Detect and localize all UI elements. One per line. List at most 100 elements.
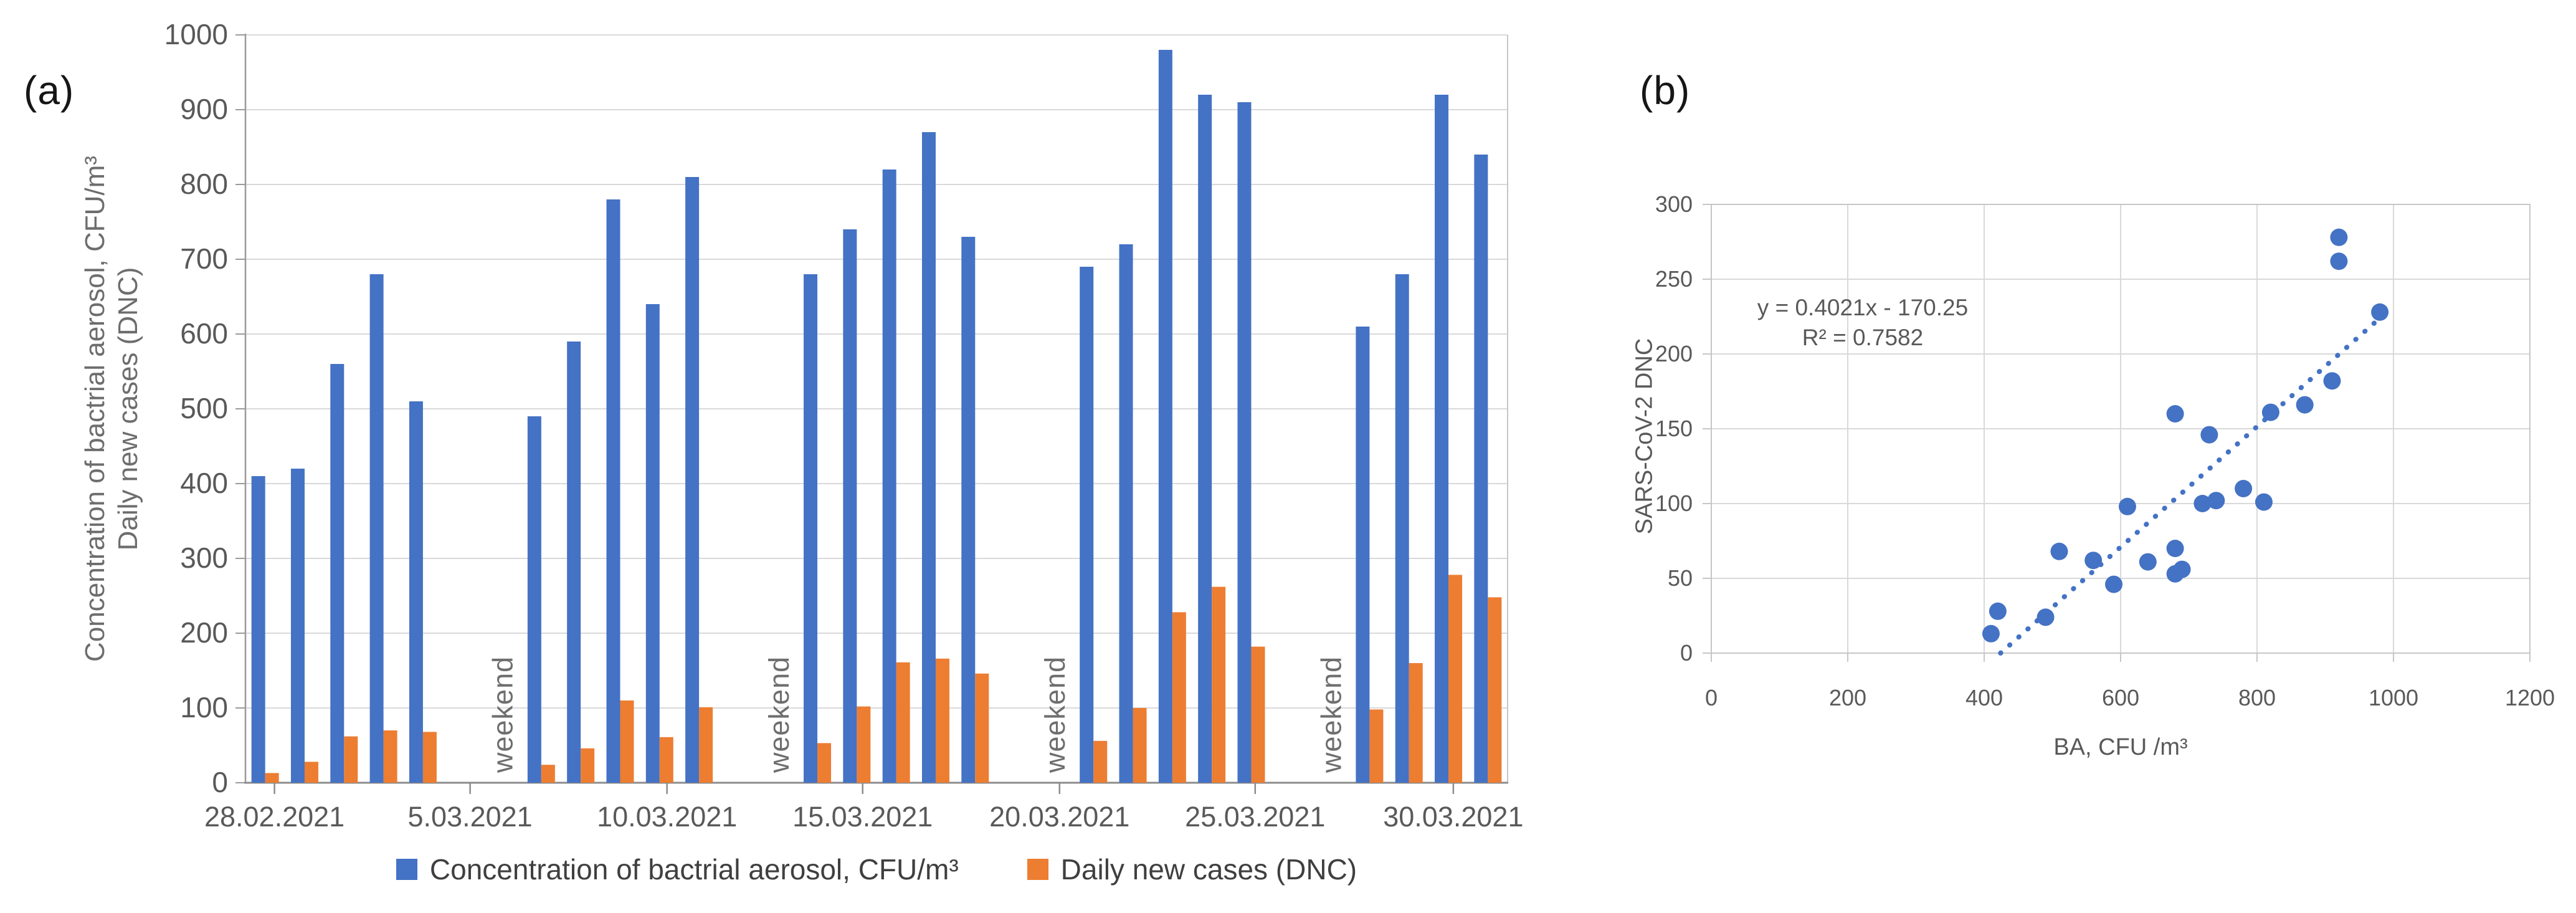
bar-dnc — [541, 765, 555, 783]
bar-dnc — [1409, 663, 1423, 783]
plot-border-b — [1711, 204, 2531, 654]
bar-dnc — [1251, 646, 1265, 783]
bar-dnc — [1172, 612, 1186, 783]
legend-label-dnc: Daily new cases (DNC) — [1060, 853, 1357, 886]
trendline — [1998, 307, 2393, 656]
bar-ba — [921, 132, 936, 783]
bar-dnc — [581, 748, 595, 783]
bar-ba — [685, 177, 700, 783]
trendline-r-squared: R² = 0.7582 — [1802, 325, 1924, 351]
scatter-point — [2255, 493, 2273, 511]
y-tick-label-b: 50 — [1668, 565, 1693, 591]
bar-dnc — [383, 730, 397, 783]
scatter-point — [2118, 497, 2136, 515]
bar-dnc — [1369, 709, 1384, 783]
scatter-point — [2330, 228, 2348, 246]
scatter-point — [2084, 552, 2103, 570]
x-tick-label-b: 1000 — [2369, 685, 2418, 710]
scatter-point — [2261, 403, 2279, 421]
legend: Concentration of bactrial aerosol, CFU/m… — [245, 853, 1508, 886]
x-tick-label-b: 800 — [2238, 685, 2276, 710]
scatter-point — [2050, 542, 2068, 560]
bar-dnc — [304, 762, 318, 783]
y-tick-label-a: 800 — [180, 168, 228, 200]
x-tick-label-date: 5.03.2021 — [408, 801, 533, 833]
bar-dnc — [896, 662, 910, 783]
x-tick-label-date: 15.03.2021 — [792, 801, 933, 833]
y-tick-label-a: 100 — [180, 691, 228, 724]
bar-dnc — [1093, 740, 1108, 783]
legend-item-dnc: Daily new cases (DNC) — [1027, 853, 1357, 886]
scatter-point — [2166, 405, 2184, 423]
bar-ba — [804, 274, 818, 783]
bar-dnc — [857, 706, 871, 783]
bar-dnc — [422, 732, 437, 783]
x-tick-label-date: 28.02.2021 — [204, 801, 345, 833]
bar-dnc — [817, 743, 832, 783]
panel-a-y-axis-title: Concentration of bactrial aerosol, CFU/m… — [79, 156, 145, 662]
bar-ba — [369, 274, 384, 783]
scatter-point — [1989, 602, 2007, 620]
x-tick-label-date: 30.03.2021 — [1383, 801, 1523, 833]
y-tick-label-a: 300 — [180, 542, 228, 574]
weekend-label: weekend — [1039, 656, 1071, 773]
scatter-point — [2166, 540, 2184, 557]
y-tick-label-a: 1000 — [164, 18, 228, 50]
panel-a-y-axis-title-line2: Daily new cases (DNC) — [113, 267, 143, 551]
bar-dnc — [620, 700, 634, 783]
bar-dnc — [935, 658, 949, 783]
trendline-equation-line: y = 0.4021x - 170.25 — [1757, 295, 1969, 320]
bar-ba — [1158, 50, 1172, 783]
y-tick-label-b: 200 — [1655, 341, 1693, 366]
bar-dnc — [1448, 575, 1463, 783]
bar-dnc — [659, 737, 673, 783]
panel-b-label: (b) — [1640, 68, 1691, 113]
bar-ba — [882, 170, 896, 783]
bar-ba — [1356, 327, 1370, 783]
scatter-point — [2207, 492, 2225, 510]
scatter-point — [2173, 560, 2191, 578]
trendline-equation: y = 0.4021x - 170.25 R² = 0.7582 — [1738, 293, 1987, 353]
y-tick-label-a: 700 — [180, 242, 228, 275]
scatter-point — [2200, 426, 2218, 444]
bar-ba — [843, 229, 857, 783]
scatter-point — [2235, 480, 2253, 497]
bar-ba — [330, 364, 345, 783]
bar-ba — [409, 401, 423, 783]
x-tick-label-b: 200 — [1829, 685, 1866, 710]
bar-ba — [606, 199, 620, 783]
y-tick-label-a: 0 — [212, 766, 228, 798]
bar-ba — [567, 342, 581, 783]
y-tick-label-b: 150 — [1655, 416, 1693, 441]
panel-a-label: (a) — [24, 68, 75, 113]
x-tick-label-b: 0 — [1705, 685, 1718, 710]
y-tick-label-b: 250 — [1655, 266, 1693, 292]
x-tick-label-date: 25.03.2021 — [1185, 801, 1325, 833]
bar-ba — [961, 237, 976, 783]
scatter-point — [2330, 252, 2348, 270]
bar-dnc — [265, 773, 279, 783]
legend-swatch-blue-icon — [396, 859, 417, 880]
x-tick-label-b: 400 — [1965, 685, 2003, 710]
panel-b-x-axis-title: BA, CFU /m³ — [2053, 734, 2188, 760]
bar-ba — [1080, 267, 1094, 783]
bar-dnc — [344, 736, 358, 783]
legend-label-ba: Concentration of bactrial aerosol, CFU/m… — [429, 853, 959, 886]
bar-ba — [1237, 102, 1252, 783]
y-tick-label-a: 600 — [180, 317, 228, 350]
x-tick-label-b: 600 — [2102, 685, 2139, 710]
bar-ba — [251, 476, 265, 783]
bar-ba — [1119, 244, 1133, 783]
weekend-label: weekend — [1315, 656, 1347, 773]
bar-ba — [645, 304, 660, 783]
y-tick-label-b: 100 — [1655, 490, 1693, 516]
legend-item-ba: Concentration of bactrial aerosol, CFU/m… — [396, 853, 959, 886]
bar-dnc — [699, 707, 713, 783]
legend-swatch-orange-icon — [1027, 859, 1048, 880]
bar-dnc — [975, 673, 989, 783]
y-tick-label-a: 500 — [180, 392, 228, 424]
weekend-label: weekend — [487, 656, 519, 773]
bar-ba — [290, 469, 305, 783]
